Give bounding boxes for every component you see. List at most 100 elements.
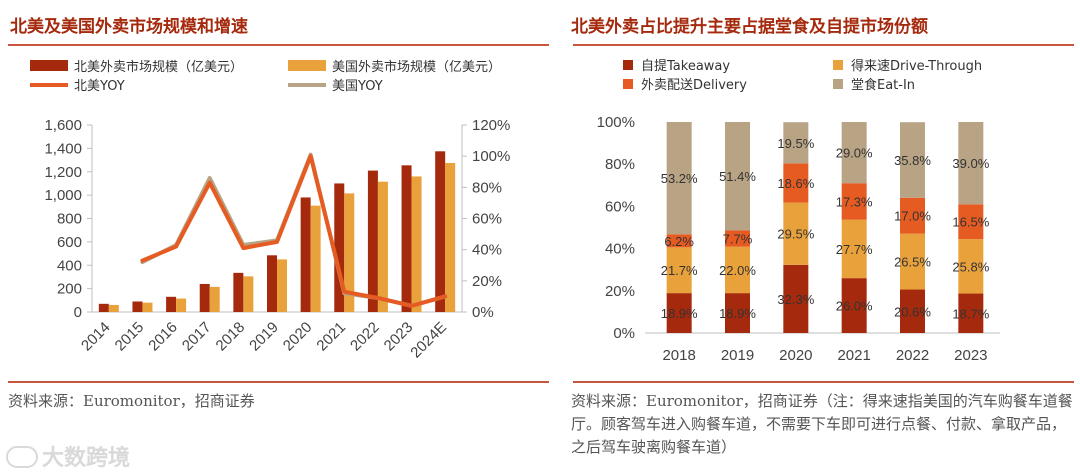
legend-swatch-1: [623, 60, 633, 70]
left-y-tick-label: 1,200: [44, 164, 82, 181]
stack-segment-3-2018: [666, 234, 692, 248]
segment-data-label: 7.7%: [723, 232, 753, 247]
right-chart-title: 北美外卖占比提升主要占据堂食及自提市场份额: [571, 17, 928, 37]
left-y-tick-label: 400: [57, 257, 82, 274]
stack-segment-1-2023: [958, 293, 984, 333]
bar-north-america-2019: [267, 255, 277, 312]
bar-usa-2019: [277, 259, 287, 312]
segment-data-label: 26.5%: [894, 255, 931, 270]
segment-data-label: 18.7%: [952, 306, 989, 321]
y-tick-label: 20%: [605, 283, 635, 300]
stack-segment-2-2020: [783, 202, 809, 265]
segment-data-label: 21.7%: [661, 263, 698, 278]
stack-segment-4-2023: [958, 122, 984, 205]
x-tick-label: 2022: [347, 319, 383, 355]
stack-segment-2-2022: [900, 233, 925, 290]
x-tick-label: 2020: [779, 347, 812, 364]
right-title-rule: [573, 44, 1074, 46]
stack-segment-4-2022: [900, 122, 925, 198]
right-y-tick-label: 40%: [472, 242, 502, 259]
legend-label-3: 北美YOY: [74, 79, 125, 94]
bar-usa-2018: [243, 276, 254, 312]
legend-swatch-1: [30, 60, 68, 71]
x-tick-label: 2019: [721, 347, 754, 364]
segment-data-label: 17.3%: [836, 194, 873, 209]
x-tick-label: 2018: [213, 319, 249, 355]
left-y-tick-label: 0: [74, 304, 82, 321]
x-tick-label: 2022: [896, 347, 929, 364]
watermark-text: 大数跨境: [42, 446, 131, 471]
stack-segment-3-2021: [841, 183, 867, 220]
segment-data-label: 18.9%: [661, 306, 698, 321]
legend-swatch-3: [623, 79, 633, 89]
stack-segment-3-2022: [900, 197, 925, 234]
stack-segment-2-2018: [666, 247, 692, 294]
legend-label-4: 堂食Eat-In: [851, 77, 915, 93]
stack-segment-1-2022: [900, 289, 925, 333]
channel-share-chart: 自提Takeaway 得来速Drive-Through 外卖配送Delivery 堂食…: [597, 58, 1000, 364]
stack-segment-3-2019: [725, 230, 750, 247]
stack-segment-2-2019: [725, 246, 750, 294]
bar-north-america-2014: [98, 303, 109, 312]
stack-segment-4-2020: [783, 122, 809, 164]
right-source-rule: [573, 381, 1074, 383]
segment-data-label: 35.8%: [894, 153, 931, 168]
segment-data-label: 29.0%: [836, 146, 873, 161]
bar-north-america-2023: [401, 165, 412, 312]
x-tick-label: 2016: [145, 319, 181, 355]
stack-segment-1-2021: [841, 278, 867, 333]
stack-segment-3-2023: [958, 204, 984, 240]
bar-north-america-2015: [132, 301, 143, 312]
x-tick-label: 2020: [280, 319, 316, 355]
bar-usa-2017: [209, 286, 220, 312]
x-tick-label: 2017: [179, 319, 215, 355]
bar-north-america-2021: [334, 183, 345, 312]
bar-north-america-2017: [199, 283, 210, 312]
left-y-tick-label: 1,600: [44, 117, 82, 134]
legend-swatch-2: [288, 60, 326, 71]
y-tick-label: 0%: [613, 325, 635, 342]
stack-segment-4-2021: [841, 122, 867, 184]
right-y-tick-label: 20%: [472, 273, 502, 290]
x-tick-label: 2021: [313, 319, 349, 355]
segment-data-label: 39.0%: [952, 156, 989, 171]
stack-segment-2-2021: [841, 219, 867, 279]
segment-data-label: 6.2%: [664, 234, 694, 249]
stack-segment-1-2018: [666, 293, 692, 333]
bar-usa-2020: [310, 205, 321, 312]
bar-north-america-2018: [233, 272, 244, 312]
watermark: 大数跨境: [6, 440, 130, 472]
stack-segment-1-2020: [783, 264, 809, 333]
usa-yoy-line: [140, 152, 448, 308]
bar-usa-2024E: [445, 162, 456, 312]
x-tick-label: 2015: [112, 319, 148, 355]
left-chart-title: 北美及美国外卖市场规模和增速: [10, 17, 248, 37]
y-tick-label: 100%: [597, 114, 635, 131]
stack-segment-2-2023: [958, 239, 984, 294]
stack-segment-1-2019: [725, 293, 750, 333]
x-tick-label: 2023: [954, 347, 987, 364]
bar-north-america-2016: [166, 296, 177, 312]
segment-data-label: 20.6%: [894, 304, 931, 319]
bar-usa-2016: [176, 298, 187, 312]
left-title-rule: [8, 44, 549, 46]
segment-data-label: 19.5%: [777, 136, 814, 151]
left-y-tick-label: 800: [57, 211, 82, 228]
left-source-rule: [8, 381, 549, 383]
left-y-tick-label: 600: [57, 234, 82, 251]
left-source-note: 资料来源：Euromonitor，招商证券: [8, 392, 255, 410]
bar-north-america-2022: [367, 170, 378, 312]
segment-data-label: 51.4%: [719, 169, 756, 184]
legend-label-1: 北美外卖市场规模（亿美元）: [74, 59, 243, 75]
right-source-note: 资料来源：Euromonitor，招商证券（注：得来速指美国的汽车购餐车道餐厅。…: [571, 392, 1073, 456]
segment-data-label: 53.2%: [661, 171, 698, 186]
legend-label-4: 美国YOY: [332, 79, 383, 94]
bar-usa-2023: [411, 176, 422, 312]
y-tick-label: 40%: [605, 241, 635, 258]
bar-usa-2022: [377, 181, 388, 312]
segment-data-label: 32.3%: [777, 292, 814, 307]
segment-data-label: 18.6%: [777, 176, 814, 191]
stack-segment-3-2020: [783, 163, 809, 203]
left-y-tick-label: 1,400: [44, 140, 82, 157]
segment-data-label: 25.8%: [952, 259, 989, 274]
